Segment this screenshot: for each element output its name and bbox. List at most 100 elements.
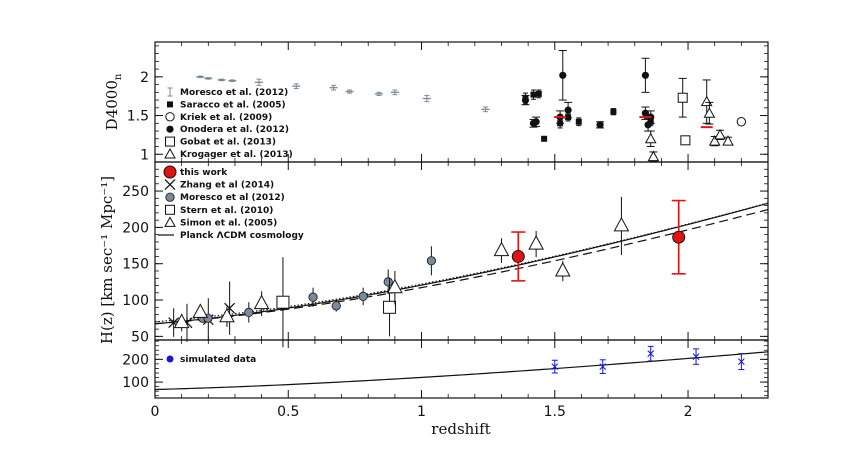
top-point [677, 92, 688, 103]
top-point [641, 71, 650, 79]
middle-legend-label: Simon et al. (2005) [180, 218, 277, 228]
data-points-layer [168, 50, 747, 374]
top-point [644, 132, 657, 144]
panel-bottom [154, 339, 769, 399]
x-tick-label: 0.5 [277, 404, 299, 420]
top-legend-label: Krogager et al. (2013) [180, 150, 293, 160]
middle-point [331, 301, 341, 311]
middle-point [672, 230, 686, 244]
top-point [530, 91, 537, 98]
top-legend-marker [167, 101, 173, 108]
top-point [575, 118, 582, 125]
middle-point [192, 303, 209, 318]
middle-ytick-label: 100 [122, 293, 149, 309]
blue-cross-b [599, 363, 607, 370]
x-tick-label: 2 [684, 404, 693, 420]
middle-point [493, 241, 510, 257]
bottom-legend-marker [166, 355, 174, 363]
top-ylabel-sub: n [113, 73, 124, 80]
middle-ytick-label: 200 [122, 220, 149, 236]
bottom-legend-label: simulated data [180, 355, 256, 365]
x-tick-label: 1.5 [544, 404, 566, 420]
middle-point [308, 292, 318, 302]
top-point [703, 107, 716, 118]
middle-point [383, 300, 397, 314]
top-ylabel: D4000n [103, 73, 124, 130]
middle-legend-marker [163, 165, 177, 179]
bottom-simulated-point [551, 363, 559, 370]
middle-point [173, 313, 190, 329]
top-point [564, 106, 572, 114]
top-point [559, 71, 567, 79]
top-point [535, 90, 542, 97]
middle-point [511, 249, 525, 263]
middle-legend-marker [165, 192, 175, 202]
middle-point [253, 294, 270, 310]
top-point [722, 135, 734, 146]
top-point [521, 96, 530, 104]
middle-legend-label: Planck ΛCDM cosmology [180, 231, 304, 241]
middle-point [219, 307, 235, 323]
top-point [736, 117, 747, 127]
middle-point [244, 307, 254, 317]
middle-legend-label: this work [180, 168, 228, 178]
middle-ylabel: H(z) [km sec⁻¹ Mpc⁻¹] [98, 176, 116, 344]
top-legend-marker [165, 112, 175, 122]
middle-legend-marker [164, 216, 176, 227]
middle-legend-label: Stern et al. (2010) [180, 206, 273, 216]
middle-model-curve-solid [154, 202, 769, 325]
middle-ytick-label: 250 [122, 184, 149, 200]
bottom-simulated-point [599, 363, 607, 370]
top-ytick-label: 2 [140, 70, 149, 86]
middle-point [426, 256, 436, 266]
middle-legend-label: Zhang et al (2014) [180, 181, 274, 191]
bottom-ytick-label: 200 [122, 352, 149, 368]
middle-point [554, 261, 571, 277]
bottom-simulated-point [692, 353, 700, 360]
top-point [708, 135, 721, 146]
top-point [714, 128, 726, 140]
top-legend-label: Kriek et al. (2009) [180, 113, 272, 123]
cross-stroke-b [164, 179, 176, 191]
panel-bottom-frame [154, 339, 769, 399]
blue-cross-b [737, 358, 745, 365]
middle-legend-marker [165, 204, 175, 215]
middle-point [613, 216, 630, 232]
top-legend-label: Saracco et al. (2005) [180, 100, 286, 110]
blue-cross-b [692, 353, 700, 360]
top-point [647, 150, 660, 162]
middle-legend-label: Moresco et al (2012) [180, 193, 285, 203]
top-point [532, 118, 540, 126]
middle-legend-marker [164, 179, 176, 191]
x-tick-label: 1 [417, 404, 426, 420]
middle-point [358, 291, 368, 302]
top-point [641, 109, 650, 117]
legend-layer: Moresco et al. (2012) Saracco et al. (200… [158, 87, 304, 365]
x-axis-label: redshift [431, 420, 490, 438]
middle-ytick-label: 150 [122, 257, 149, 273]
cross-stroke-b [168, 317, 180, 328]
x-tick-label: 0 [151, 404, 160, 420]
middle-point [276, 295, 290, 309]
top-point [596, 121, 604, 129]
blue-cross-b [551, 363, 559, 370]
top-legend-marker [167, 87, 173, 97]
model-curves-layer [154, 202, 769, 391]
top-legend-marker [164, 147, 176, 159]
middle-point [387, 278, 403, 294]
middle-point [383, 277, 393, 287]
top-legend-label: Gobat et al. (2013) [180, 138, 276, 148]
blue-cross-b [647, 350, 655, 358]
top-ylabel-main: D4000 [103, 80, 121, 130]
top-legend-marker [165, 136, 175, 147]
middle-model-curve-dashed [154, 208, 769, 325]
middle-point [528, 235, 544, 250]
top-legend-marker [166, 125, 174, 133]
middle-ytick-label: 50 [131, 329, 149, 345]
top-point [610, 108, 617, 115]
bottom-ytick-label: 100 [122, 375, 149, 391]
top-legend-label: Moresco et al. (2012) [180, 88, 288, 98]
